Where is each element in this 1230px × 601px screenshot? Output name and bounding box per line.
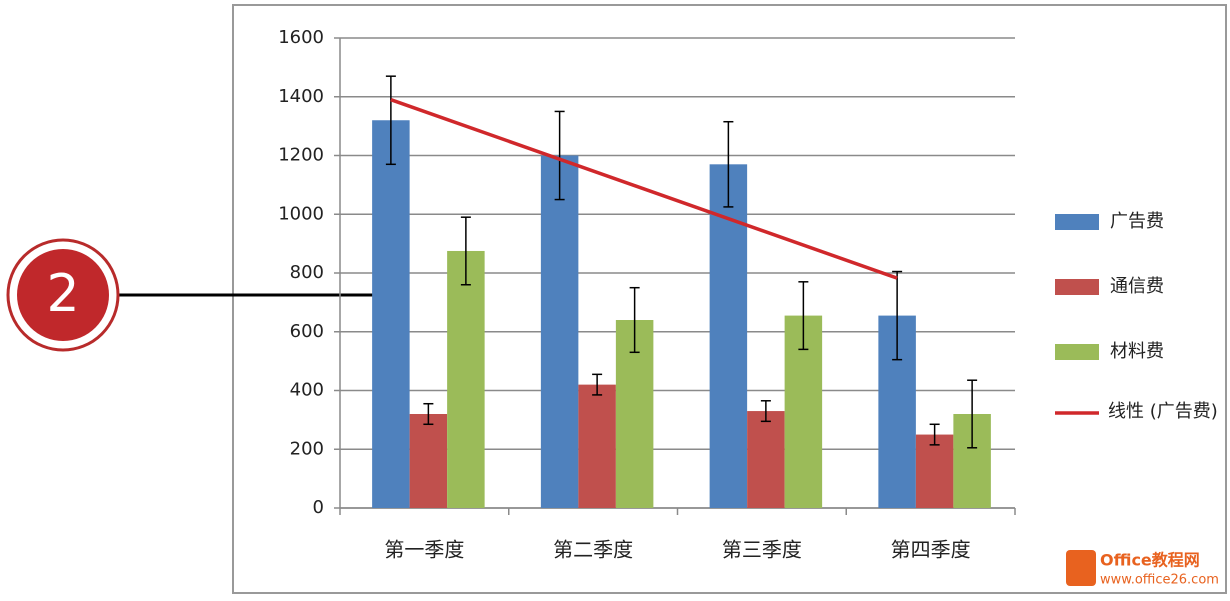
bar [372,120,410,508]
error-bar [629,286,640,354]
legend-label: 线性 (广告费) [1108,401,1218,422]
bar [915,434,954,508]
y-tick-label: 800 [290,262,324,283]
y-tick-label: 1400 [278,86,324,107]
error-bar [460,216,471,286]
bar [447,250,485,508]
legend-swatch [1055,344,1099,360]
bar [409,414,448,508]
error-bar [554,110,565,201]
y-tick-label: 0 [313,497,324,518]
legend-swatch [1055,214,1099,230]
y-tick-label: 600 [290,321,324,342]
legend-label: 广告费 [1110,211,1164,232]
error-bar [892,270,903,361]
watermark-icon [1066,550,1096,586]
watermark: Office教程网 www.office26.com [1066,550,1219,588]
watermark-title: Office教程网 [1100,551,1200,570]
bar [578,384,616,508]
error-bar [929,423,940,446]
y-tick-label: 200 [290,438,324,459]
bar [540,155,579,508]
x-tick-label: 第一季度 [384,538,464,562]
y-tick-label: 1200 [278,145,324,166]
legend-trend-label: 线性 (广告费) [1108,401,1218,422]
error-bar [385,75,396,166]
error-bar [967,379,978,449]
error-bar [723,120,734,208]
x-tick-label: 第四季度 [891,538,971,562]
y-tick-label: 1600 [278,27,324,48]
error-bar [798,281,809,351]
legend-swatch [1055,279,1099,295]
x-tick-label: 第二季度 [553,538,633,562]
x-tick-label: 第三季度 [722,538,802,562]
y-tick-label: 1000 [278,203,324,224]
error-bar [423,402,434,426]
legend-label: 材料费 [1110,341,1164,362]
error-bar [592,373,603,396]
error-bar [760,400,771,423]
trendline [390,98,898,280]
y-tick-label: 400 [290,380,324,401]
watermark-url: www.office26.com [1100,573,1219,588]
bar [747,411,785,508]
callout-number: 2 [46,264,79,324]
legend-label: 通信费 [1110,276,1164,297]
callout-badge [17,249,109,341]
